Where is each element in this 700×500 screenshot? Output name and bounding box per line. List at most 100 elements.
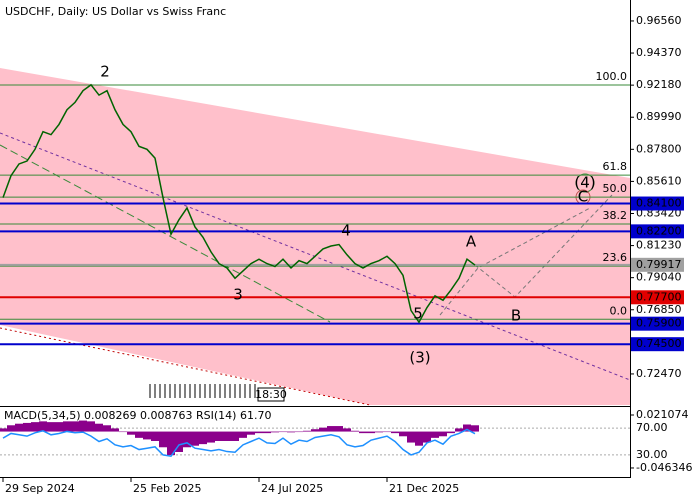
macd-bar <box>327 426 335 432</box>
macd-bar <box>79 420 87 432</box>
chart-title: USDCHF, Daily: US Dollar vs Swiss Franc <box>5 5 226 18</box>
level-label: 0.77700 <box>636 290 682 303</box>
macd-bar <box>271 431 279 433</box>
macd-bar <box>263 431 271 434</box>
macd-bar <box>175 431 183 452</box>
macd-bar <box>255 431 263 434</box>
macd-bar <box>119 431 127 433</box>
macd-bar <box>135 431 143 438</box>
macd-bar <box>319 427 327 432</box>
macd-bar <box>159 431 167 448</box>
macd-bar <box>423 431 431 443</box>
macd-bar <box>399 431 407 437</box>
rsi-tick-label: 30.00 <box>636 448 668 461</box>
macd-bar <box>143 431 151 440</box>
macd-bar <box>303 430 311 432</box>
wave-label: (3) <box>409 349 430 367</box>
macd-bar <box>7 425 15 432</box>
macd-bar <box>215 431 223 441</box>
indicator-title: MACD(5,34,5) 0.008269 0.008763 RSI(14) 6… <box>4 409 271 422</box>
y-tick-label: 0.79040 <box>636 271 682 284</box>
level-label: 0.74500 <box>636 337 682 350</box>
wave-label: 5 <box>413 305 423 323</box>
macd-bar <box>0 428 7 432</box>
wave-label: A <box>466 233 477 251</box>
time-box <box>257 387 285 402</box>
y-tick-label: 0.94370 <box>636 46 682 59</box>
macd-bar <box>151 431 159 441</box>
macd-bar <box>127 431 135 435</box>
macd-bar <box>415 431 423 446</box>
macd-bar <box>287 431 295 433</box>
y-tick-label: 0.81230 <box>636 239 682 252</box>
level-box <box>631 257 684 272</box>
y-tick-label: 0.92180 <box>636 78 682 91</box>
rsi-tick-label: 70.00 <box>636 421 668 434</box>
level-label: 0.84100 <box>636 197 682 210</box>
channel <box>0 68 630 405</box>
y-tick-label: 0.87800 <box>636 142 682 155</box>
macd-bar <box>71 421 79 432</box>
macd-tick-label: -0.046346 <box>636 461 692 474</box>
x-tick-label: 25 Feb 2025 <box>133 482 201 495</box>
macd-bar <box>31 422 39 432</box>
macd-bar <box>239 431 247 438</box>
level-label: 0.79917 <box>636 258 682 271</box>
macd-bar <box>375 431 383 433</box>
macd-bar <box>39 421 47 432</box>
macd-bar <box>335 426 343 432</box>
macd-bar <box>95 423 103 432</box>
level-label: 0.75900 <box>636 317 682 330</box>
macd-bar <box>55 422 63 432</box>
fib-label: 0.0 <box>610 304 628 317</box>
macd-bar <box>447 431 455 434</box>
macd-bar <box>207 431 215 443</box>
time-label: 18:30 <box>255 388 287 401</box>
macd-bar <box>87 421 95 432</box>
macd-bar <box>295 431 303 433</box>
macd-bar <box>367 431 375 434</box>
macd-bar <box>15 423 23 432</box>
fib-label: 100.0 <box>596 70 628 83</box>
macd-bar <box>231 431 239 441</box>
macd-bar <box>103 425 111 432</box>
macd-bar <box>223 431 231 441</box>
y-tick-label: 0.76850 <box>636 303 682 316</box>
rsi-line <box>2 428 476 458</box>
level-box <box>631 337 684 352</box>
fib-label: 61.8 <box>603 160 628 173</box>
volume-ticks <box>149 384 256 398</box>
macd-bar <box>463 424 471 432</box>
y-tick-label: 0.72470 <box>636 367 682 380</box>
wave-label: 4 <box>341 222 351 240</box>
macd-bar <box>311 429 319 432</box>
level-box <box>631 224 684 239</box>
macd-bar <box>167 431 175 456</box>
y-tick-label: 0.85610 <box>636 174 682 187</box>
wave-label: C <box>578 188 588 206</box>
macd-bar <box>191 431 199 446</box>
fib-label: 38.2 <box>603 209 628 222</box>
y-tick-label: 0.96560 <box>636 14 682 27</box>
macd-bar <box>23 422 31 432</box>
macd-bar <box>391 431 399 434</box>
wave-label: B <box>511 307 521 325</box>
x-tick-label: 21 Dec 2025 <box>389 482 459 495</box>
wave-label: 2 <box>100 63 110 81</box>
macd-bar <box>455 428 463 432</box>
macd-bar <box>183 431 191 448</box>
macd-bar <box>359 431 367 434</box>
wave-circle <box>575 173 595 193</box>
fib-label: 23.6 <box>603 251 628 264</box>
macd-bar <box>247 431 255 435</box>
macd-bar <box>431 431 439 438</box>
trend-line <box>0 144 331 323</box>
macd-bar <box>111 428 119 432</box>
x-tick-label: 24 Jul 2025 <box>261 482 323 495</box>
macd-bar <box>471 425 479 432</box>
level-box <box>631 316 684 331</box>
fib-label: 50.0 <box>603 182 628 195</box>
macd-bar <box>343 428 351 432</box>
macd-bar <box>383 431 391 433</box>
